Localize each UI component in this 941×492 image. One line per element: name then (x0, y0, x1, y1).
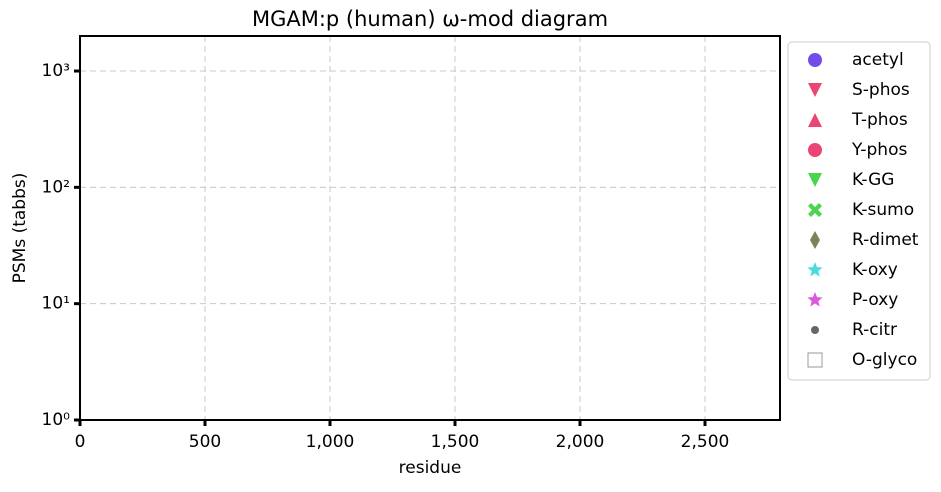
legend-marker (808, 113, 822, 127)
legend-label: P-oxy (852, 290, 898, 310)
legend-label: O-glyco (852, 350, 917, 370)
legend-marker (808, 83, 822, 97)
y-tick-label: 10² (42, 177, 70, 197)
y-tick-label: 10³ (42, 61, 70, 81)
legend-label: K-GG (852, 170, 894, 190)
legend-marker (807, 352, 823, 368)
legend-label: R-dimet (852, 230, 919, 250)
legend-box (787, 41, 931, 381)
legend-marker (807, 262, 823, 277)
grid (79, 36, 780, 421)
x-tick-label: 2,500 (681, 432, 730, 452)
legend-label: K-oxy (852, 260, 898, 280)
legend-label: R-citr (852, 320, 897, 340)
x-tick-label: 500 (189, 432, 221, 452)
legend-label: acetyl (852, 50, 904, 70)
legend-label: K-sumo (852, 200, 914, 220)
chart-title: MGAM:p (human) ω-mod diagram (252, 7, 608, 31)
legend-label: S-phos (852, 80, 910, 100)
y-tick-label: 10¹ (42, 294, 70, 314)
y-tick-label: 10⁰ (42, 410, 71, 430)
legend-marker (808, 173, 822, 187)
legend-marker (807, 292, 823, 307)
legend-marker (808, 143, 822, 157)
x-tick-label: 0 (75, 432, 86, 452)
x-axis-label: residue (399, 458, 462, 478)
x-tick-label: 1,000 (306, 432, 355, 452)
plot-frame (79, 35, 781, 421)
legend-marker (811, 326, 819, 334)
legend-marker (808, 53, 822, 67)
y-axis-label: PSMs (tabbs) (10, 173, 30, 284)
legend-marker (810, 231, 820, 249)
legend-marker (808, 203, 822, 217)
legend-label: T-phos (851, 110, 908, 130)
legend-label: Y-phos (851, 140, 907, 160)
x-tick-label: 2,000 (556, 432, 605, 452)
x-tick-label: 1,500 (431, 432, 480, 452)
